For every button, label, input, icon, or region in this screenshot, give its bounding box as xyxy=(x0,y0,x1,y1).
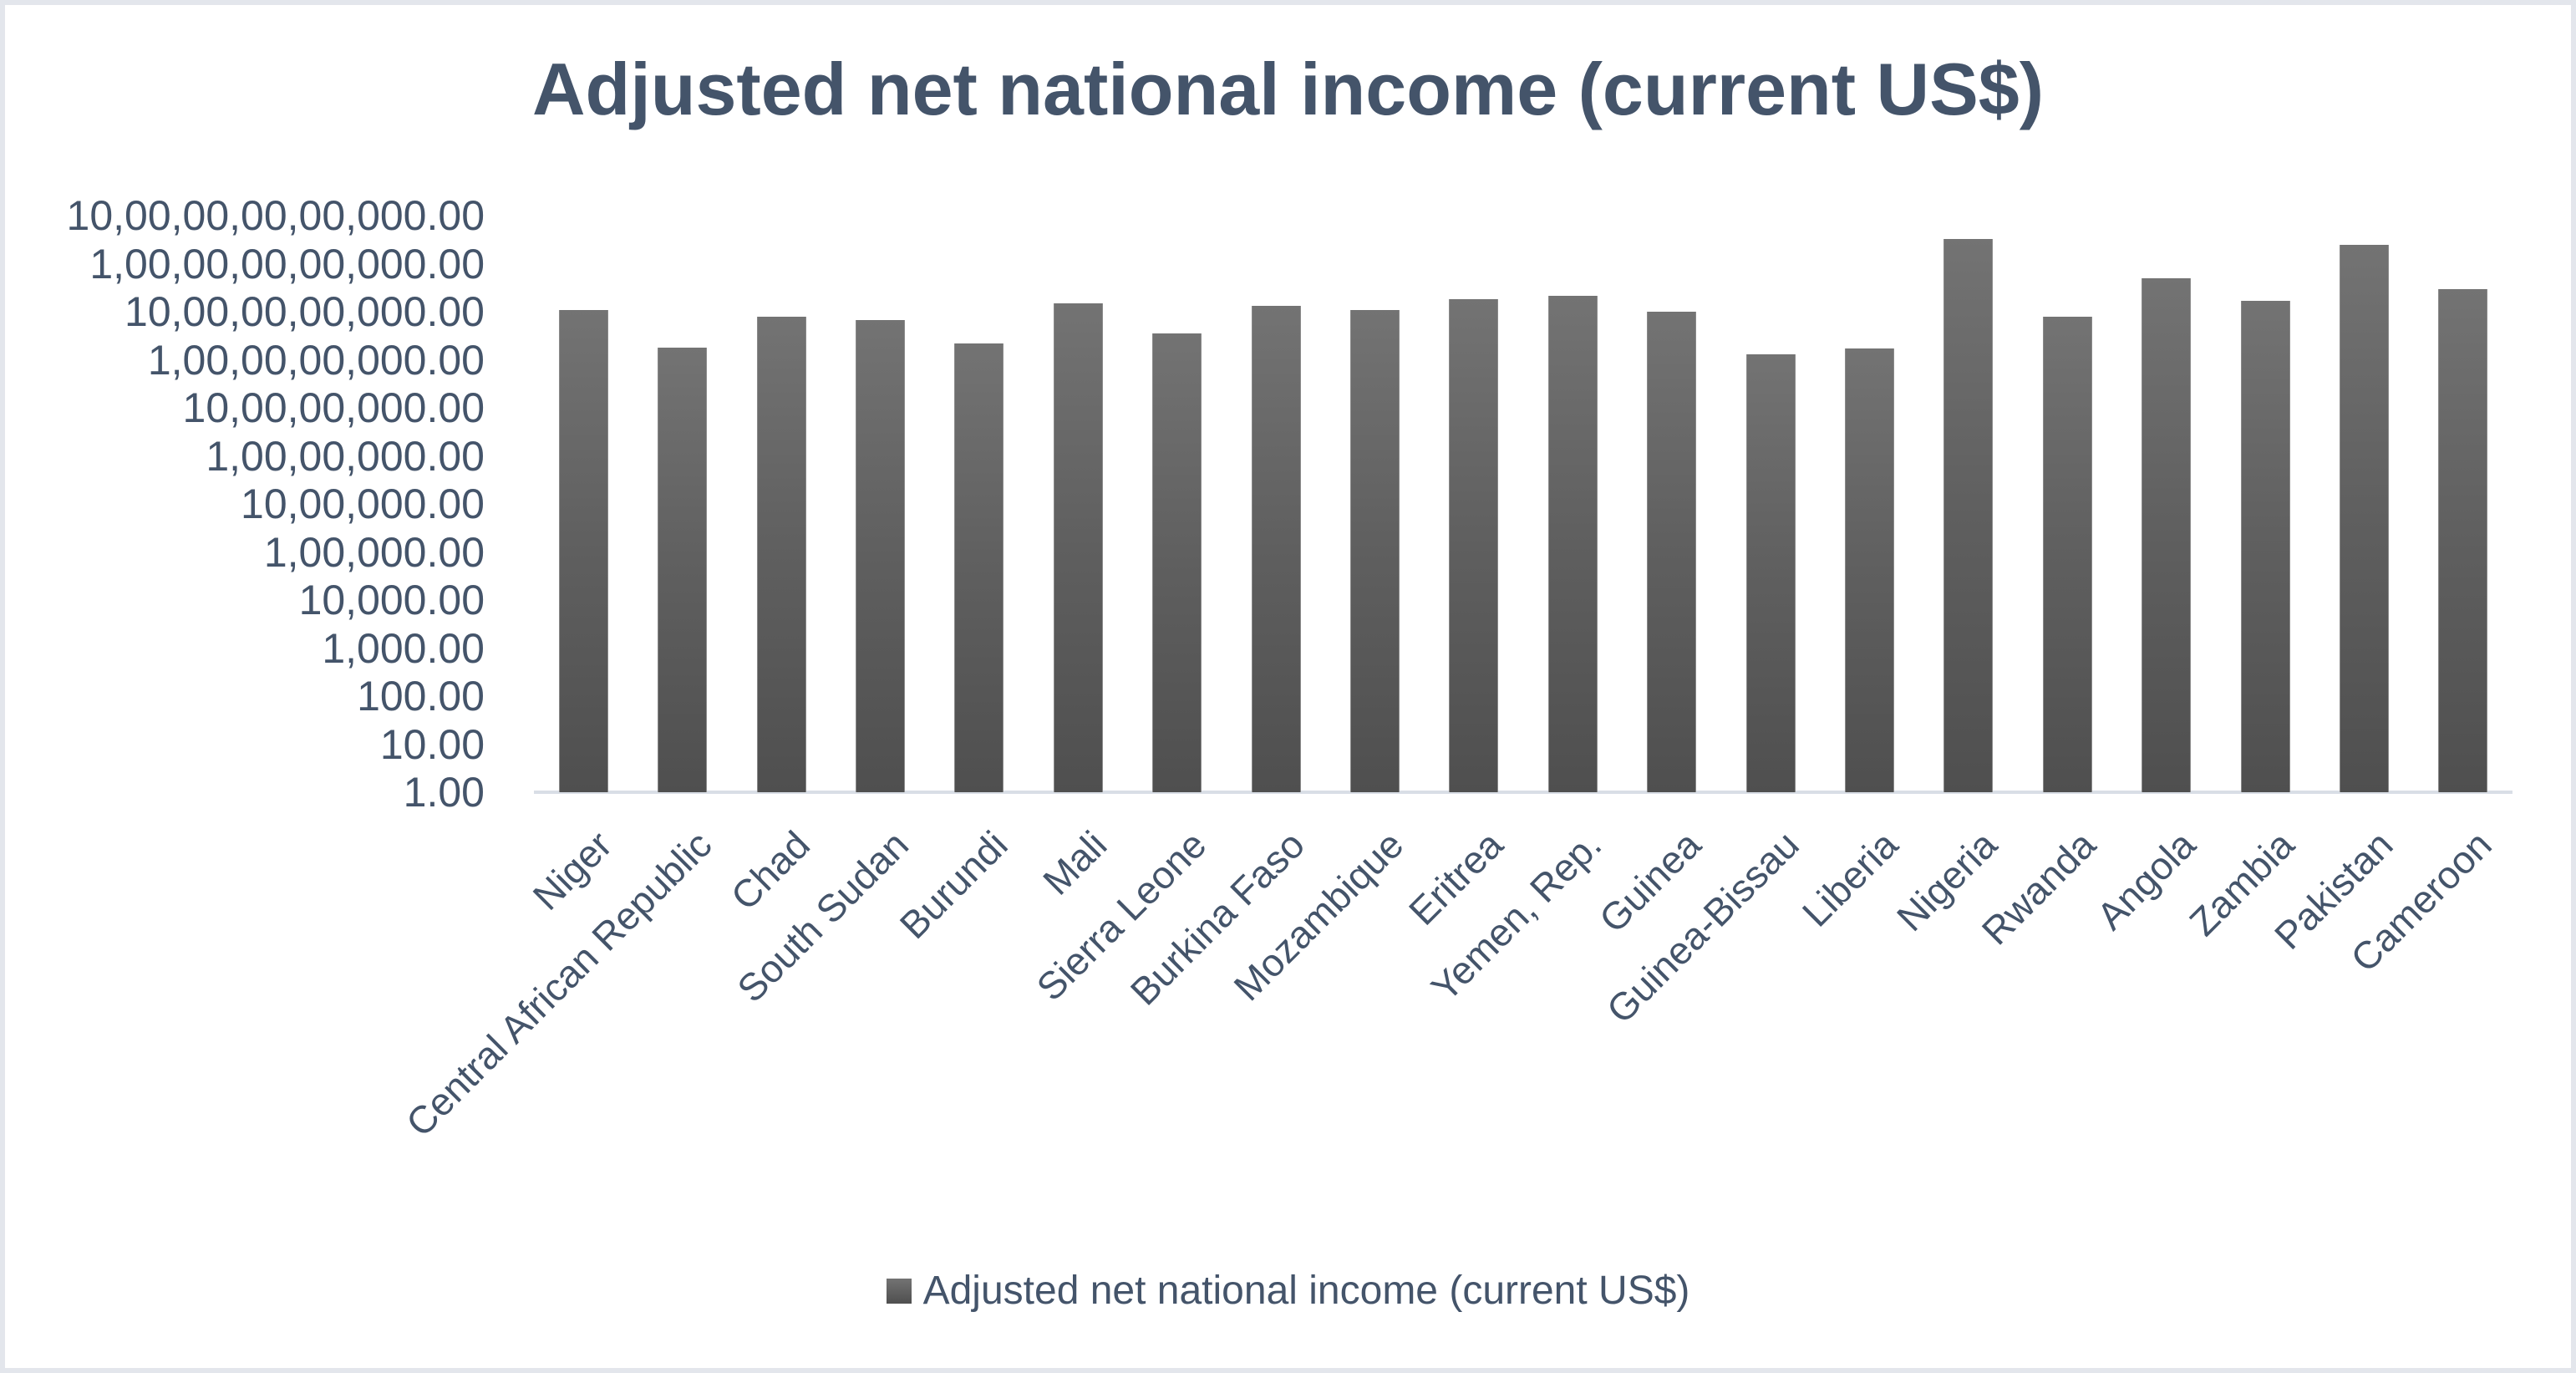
y-tick-label: 1,00,00,00,00,000.00 xyxy=(89,240,485,287)
bar[interactable] xyxy=(1943,238,1994,792)
x-tick-label: Angola xyxy=(2087,822,2203,938)
bar[interactable] xyxy=(1053,303,1103,792)
bar[interactable] xyxy=(1349,309,1400,792)
y-tick-label: 100.00 xyxy=(357,673,485,720)
y-tick-label: 1,00,00,000.00 xyxy=(206,432,485,480)
y-tick-label: 1.00 xyxy=(403,769,485,816)
y-tick-label: 10,00,000.00 xyxy=(241,481,485,527)
bar[interactable] xyxy=(1152,333,1202,792)
x-tick-label: Liberia xyxy=(1794,822,1907,935)
chart-title: Adjusted net national income (current US… xyxy=(531,48,2045,130)
y-tick-label: 1,00,000.00 xyxy=(263,528,485,576)
bar[interactable] xyxy=(2240,300,2290,792)
bar[interactable] xyxy=(855,320,905,792)
y-tick-label: 10,00,00,00,000.00 xyxy=(124,288,485,335)
x-tick-label: Burundi xyxy=(891,822,1016,948)
x-tick-label: Niger xyxy=(524,822,621,918)
x-tick-label: Mali xyxy=(1034,822,1115,903)
bar[interactable] xyxy=(1745,353,1796,792)
bar[interactable] xyxy=(756,316,806,792)
y-tick-label: 1,000.00 xyxy=(322,624,485,672)
x-tick-label: Burkina Faso xyxy=(1121,822,1313,1014)
y-tick-label: 10,00,00,00,00,000.00 xyxy=(66,192,485,239)
x-axis-line xyxy=(534,791,2512,794)
legend-swatch-icon xyxy=(886,1279,912,1304)
bar[interactable] xyxy=(1647,312,1697,792)
y-tick-label: 10.00 xyxy=(379,720,485,768)
bar[interactable] xyxy=(2438,289,2488,792)
y-tick-label: 10,000.00 xyxy=(298,577,485,623)
x-tick-label: Chad xyxy=(722,822,819,918)
bar[interactable] xyxy=(1251,306,1301,792)
bar[interactable] xyxy=(1844,348,1894,792)
bar[interactable] xyxy=(558,309,608,792)
bar[interactable] xyxy=(658,347,708,792)
bar[interactable] xyxy=(1449,299,1499,792)
bar[interactable] xyxy=(954,343,1004,792)
legend: Adjusted net national income (current US… xyxy=(0,1266,2576,1316)
bar[interactable] xyxy=(2339,244,2389,792)
legend-label: Adjusted net national income (current US… xyxy=(922,1269,1690,1313)
bar[interactable] xyxy=(1547,296,1598,792)
y-tick-label: 10,00,00,000.00 xyxy=(182,384,485,431)
bar[interactable] xyxy=(2142,277,2192,792)
y-tick-label: 1,00,00,00,000.00 xyxy=(147,336,485,384)
bar[interactable] xyxy=(2042,316,2092,792)
